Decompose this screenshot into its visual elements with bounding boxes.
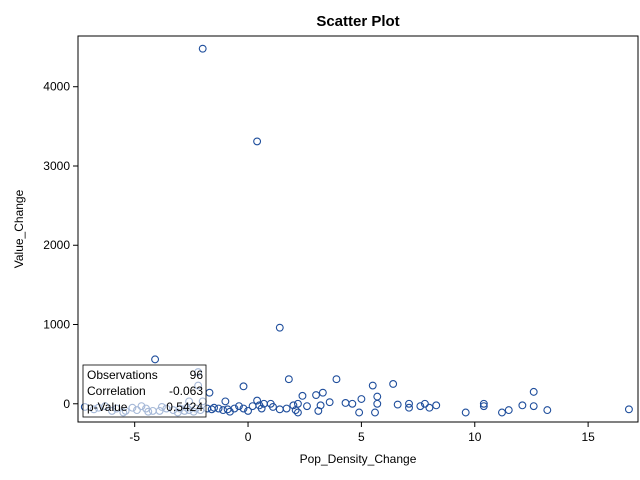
data-point <box>543 406 552 415</box>
x-tick-label: 15 <box>581 430 595 444</box>
data-point <box>461 408 470 417</box>
data-point <box>269 402 277 411</box>
data-point <box>303 402 311 411</box>
y-tick-label: 2000 <box>43 238 70 252</box>
data-point <box>348 399 357 408</box>
stats-value-correlation: -0.063 <box>169 384 203 398</box>
x-tick-label: 0 <box>245 430 252 444</box>
stats-label-observations: Observations <box>87 368 158 382</box>
data-point <box>248 402 257 411</box>
data-point <box>318 388 327 397</box>
data-point <box>420 399 429 408</box>
y-tick-label: 0 <box>63 397 70 411</box>
data-point <box>332 375 341 384</box>
y-tick-label: 1000 <box>43 318 70 332</box>
data-point <box>529 387 538 396</box>
x-tick-label: 10 <box>468 430 482 444</box>
stats-inset-box: Observations 96 Correlation -0.063 p-Val… <box>82 364 207 418</box>
data-point <box>225 407 234 416</box>
data-point <box>291 406 300 415</box>
data-point <box>416 402 425 411</box>
data-point <box>405 403 413 412</box>
data-point <box>221 397 230 406</box>
y-axis-label: Value_Change <box>12 189 26 268</box>
stats-value-observations: 96 <box>190 368 204 382</box>
data-point <box>239 382 248 391</box>
data-point <box>289 401 298 410</box>
data-point <box>298 391 307 400</box>
data-point <box>253 137 262 146</box>
data-point <box>341 399 350 407</box>
x-tick-label: 5 <box>358 430 365 444</box>
data-point <box>239 404 248 413</box>
data-point <box>207 405 216 414</box>
data-point <box>518 401 527 410</box>
data-point <box>357 395 366 403</box>
data-point <box>432 401 441 410</box>
chart-title: Scatter Plot <box>316 13 399 30</box>
stats-label-correlation: Correlation <box>87 384 146 398</box>
data-point <box>282 404 291 413</box>
data-point <box>504 406 513 415</box>
data-point <box>205 388 214 397</box>
data-point <box>284 375 293 384</box>
data-point <box>389 380 398 388</box>
data-point <box>253 396 262 405</box>
data-point <box>293 408 302 417</box>
data-point <box>479 399 488 408</box>
data-point <box>425 403 434 412</box>
data-point <box>219 406 228 415</box>
data-point <box>393 400 402 409</box>
data-point <box>275 323 284 332</box>
data-point <box>275 405 284 414</box>
data-point <box>314 406 323 415</box>
data-point <box>529 402 538 411</box>
data-point <box>210 403 218 412</box>
plot-frame <box>77 35 639 423</box>
data-point <box>151 355 160 364</box>
data-point <box>312 391 321 400</box>
y-tick-label: 4000 <box>43 80 70 94</box>
x-axis-label: Pop_Density_Change <box>300 452 417 466</box>
data-point <box>355 408 364 417</box>
data-point <box>257 404 266 413</box>
data-point <box>368 381 377 390</box>
data-point <box>293 399 302 408</box>
data-point <box>244 406 252 415</box>
y-tick-label: 3000 <box>43 159 70 173</box>
scatter-points <box>80 44 633 417</box>
data-point <box>325 398 334 407</box>
stats-value-p-value: 0.5424 <box>166 400 203 414</box>
x-tick-label: -5 <box>129 430 140 444</box>
data-point <box>498 408 506 417</box>
data-point <box>223 405 232 414</box>
data-point <box>479 402 488 411</box>
data-point <box>198 44 207 53</box>
x-axis-ticks: -5 0 5 10 15 <box>129 422 595 444</box>
y-axis-ticks: 0 1000 2000 3000 4000 <box>43 80 78 411</box>
stats-label-p-value: p-Value <box>87 400 128 414</box>
data-point <box>624 405 633 414</box>
data-point <box>373 392 382 401</box>
data-point <box>373 399 382 408</box>
data-point <box>235 402 243 411</box>
data-point <box>405 399 413 408</box>
data-point <box>371 408 379 417</box>
